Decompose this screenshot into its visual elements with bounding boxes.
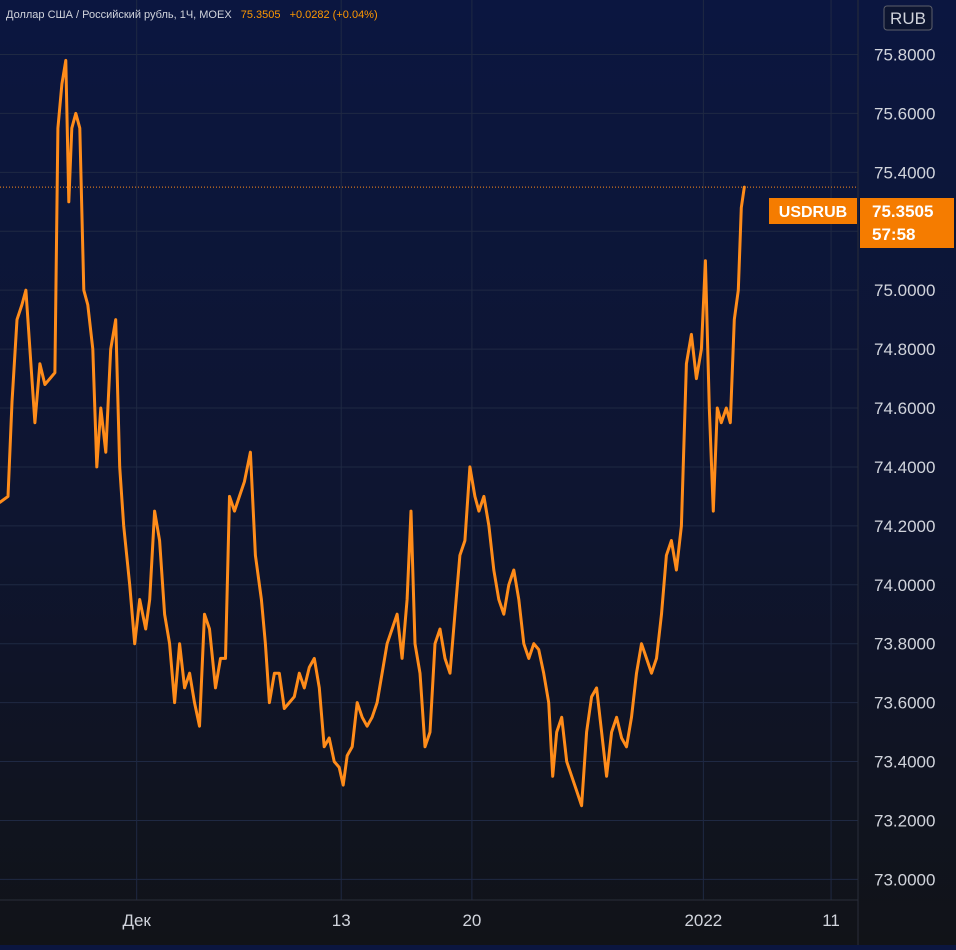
y-tick-label: 73.8000: [874, 635, 935, 654]
y-tick-label: 74.6000: [874, 399, 935, 418]
x-tick-label: Дек: [122, 911, 151, 930]
series-layer: [0, 58, 746, 808]
y-tick-label: 75.8000: [874, 46, 935, 65]
x-tick-label: 13: [332, 911, 351, 930]
time-axis[interactable]: Дек 13 20 2022 11: [122, 911, 839, 930]
price-tag-value: 75.3505: [872, 202, 933, 221]
header-last: 75.3505: [241, 9, 281, 21]
series-line[interactable]: [0, 58, 746, 808]
y-tick-label: 75.4000: [874, 163, 935, 182]
x-tick-label: 2022: [684, 911, 722, 930]
price-tag: USDRUB 75.3505 57:58: [769, 198, 954, 248]
y-tick-label: 73.2000: [874, 811, 935, 830]
symbol-tag-bg: [769, 198, 857, 224]
y-tick-label: 75.0000: [874, 281, 935, 300]
y-tick-label: 75.6000: [874, 104, 935, 123]
y-tick-label: 73.0000: [874, 870, 935, 889]
y-tick-label: 74.4000: [874, 458, 935, 477]
currency-label: RUB: [890, 9, 926, 28]
symbol-tag-label: USDRUB: [779, 204, 847, 221]
y-tick-label: 74.0000: [874, 576, 935, 595]
y-tick-label: 73.4000: [874, 753, 935, 772]
header-title: Доллар США / Российский рубль, 1Ч, MOEX: [6, 9, 232, 21]
price-tag-bg: [860, 198, 954, 248]
header-change: +0.0282 (+0.04%): [290, 9, 378, 21]
y-tick-label: 73.6000: [874, 694, 935, 713]
x-tick-label: 20: [462, 911, 481, 930]
price-axis[interactable]: 73.0000 73.2000 73.4000 73.6000 73.8000 74.00…: [874, 46, 935, 890]
y-tick-label: 74.8000: [874, 340, 935, 359]
price-tag-countdown: 57:58: [872, 225, 915, 244]
y-tick-label: 74.2000: [874, 517, 935, 536]
header-line: Доллар США / Российский рубль, 1Ч, MOEX …: [6, 9, 378, 21]
grid: [0, 0, 858, 900]
x-tick-label: 11: [822, 911, 840, 930]
currency-badge[interactable]: [883, 5, 933, 31]
